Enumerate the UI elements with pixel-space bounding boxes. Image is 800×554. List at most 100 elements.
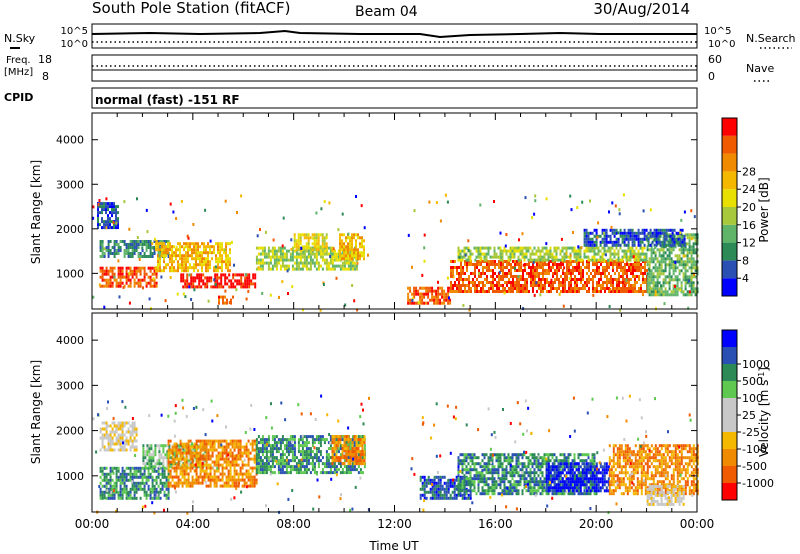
- heatmap-cell: [532, 269, 534, 272]
- heatmap-cell: [123, 424, 126, 428]
- heatmap-cell: [493, 255, 496, 259]
- heatmap-cell: [211, 257, 213, 261]
- heatmap-cell: [195, 448, 198, 452]
- heatmap-cell: [129, 252, 132, 255]
- heatmap-cell: [301, 456, 304, 460]
- heatmap-cell: [209, 478, 212, 482]
- heatmap-cell: [295, 471, 298, 475]
- heatmap-cell: [107, 436, 110, 440]
- heatmap-cell: [244, 282, 247, 286]
- heatmap-cell: [201, 260, 203, 264]
- heatmap-cell: [155, 487, 158, 491]
- heatmap-cell: [486, 266, 488, 269]
- heatmap-cell: [588, 275, 590, 278]
- heatmap-cell: [468, 263, 470, 266]
- heatmap-cell: [151, 487, 154, 491]
- heatmap-cell: [518, 266, 520, 269]
- heatmap-cell: [303, 255, 306, 259]
- heatmap-cell: [564, 284, 566, 287]
- heatmap-cell: [119, 484, 122, 488]
- heatmap-cell: [623, 240, 626, 244]
- heatmap-cell: [660, 260, 663, 264]
- heatmap-cell: [595, 237, 598, 241]
- heatmap-cell: [229, 460, 232, 464]
- heatmap-cell: [291, 249, 294, 253]
- heatmap-cell: [133, 243, 136, 246]
- heatmap-cell: [345, 267, 348, 271]
- heatmap-cell: [103, 493, 106, 497]
- heatmap-cell: [646, 263, 649, 267]
- heatmap-cell: [163, 260, 165, 264]
- heatmap-cell: [229, 442, 232, 446]
- heatmap-cell: [638, 275, 640, 278]
- heatmap-cell: [574, 284, 576, 287]
- heatmap-cell: [692, 275, 695, 279]
- heatmap-cell: [603, 252, 606, 256]
- heatmap-cell: [192, 276, 195, 280]
- heatmap-cell: [231, 475, 234, 479]
- heatmap-cell: [477, 255, 480, 259]
- heatmap-cell: [175, 454, 178, 458]
- heatmap-cell: [305, 453, 308, 457]
- heatmap-cell: [257, 252, 260, 256]
- heatmap-cell: [105, 208, 107, 212]
- heatmap-cell: [335, 468, 338, 472]
- heatmap-cell: [101, 220, 103, 224]
- heatmap-cell: [311, 441, 314, 445]
- heatmap-cell: [478, 260, 480, 263]
- heatmap-cell: [198, 279, 201, 283]
- heatmap-cell: [678, 269, 681, 273]
- heatmap-cell: [103, 472, 106, 476]
- heatmap-cell: [617, 258, 620, 262]
- heatmap-cell: [468, 281, 470, 284]
- heatmap-cell: [512, 278, 514, 281]
- heatmap-cell: [572, 231, 574, 234]
- heatmap-cell: [606, 263, 608, 266]
- heatmap-cell: [177, 475, 180, 479]
- heatmap-cell: [155, 284, 158, 288]
- heatmap-cell: [211, 454, 214, 458]
- heatmap-cell: [593, 234, 596, 238]
- heatmap-cell: [317, 233, 320, 237]
- heatmap-cell: [219, 251, 221, 255]
- heatmap-cell: [327, 462, 330, 466]
- heatmap-cell: [531, 249, 534, 253]
- heatmap-cell: [628, 290, 630, 293]
- heatmap-cell: [209, 445, 212, 449]
- heatmap-cell: [599, 234, 602, 238]
- heatmap-cell: [251, 466, 254, 470]
- heatmap-cell: [119, 445, 122, 449]
- heatmap-cell: [313, 233, 316, 237]
- heatmap-cell: [179, 257, 181, 261]
- heatmap-cell: [113, 448, 116, 452]
- heatmap-cell: [307, 236, 310, 240]
- heatmap-cell: [419, 298, 422, 302]
- heatmap-cell: [127, 472, 130, 476]
- heatmap-cell: [521, 249, 524, 253]
- heatmap-cell: [600, 278, 602, 281]
- heatmap-cell: [491, 255, 494, 259]
- heatmap-cell: [158, 453, 161, 457]
- heatmap-cell: [633, 258, 636, 262]
- heatmap-cell: [188, 453, 191, 457]
- heatmap-cell: [648, 278, 651, 282]
- heatmap-cell: [277, 450, 280, 454]
- heatmap-cell: [639, 246, 642, 250]
- heatmap-cell: [271, 447, 274, 451]
- heatmap-cell: [664, 278, 667, 282]
- heatmap-cell: [181, 481, 184, 485]
- heatmap-cell: [620, 281, 622, 284]
- heatmap-cell: [183, 263, 185, 267]
- heatmap-cell: [133, 424, 136, 428]
- heatmap-cell: [472, 263, 474, 266]
- heatmap-cell: [570, 284, 572, 287]
- heatmap-cell: [552, 281, 554, 284]
- heatmap-cell: [694, 236, 697, 240]
- heatmap-cell: [597, 234, 600, 238]
- heatmap-cell: [289, 252, 292, 256]
- heatmap-cell: [214, 285, 217, 289]
- heatmap-cell: [142, 459, 145, 463]
- heatmap-cell: [661, 243, 664, 247]
- heatmap-cell: [612, 284, 614, 287]
- heatmap-cell: [149, 493, 152, 497]
